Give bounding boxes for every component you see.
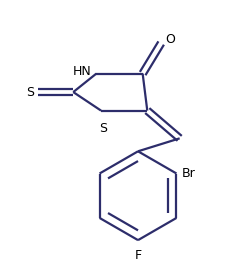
Text: S: S	[26, 85, 34, 99]
Text: S: S	[99, 122, 107, 135]
Text: O: O	[165, 33, 175, 46]
Text: Br: Br	[182, 167, 196, 180]
Text: HN: HN	[73, 65, 92, 78]
Text: F: F	[134, 249, 142, 262]
